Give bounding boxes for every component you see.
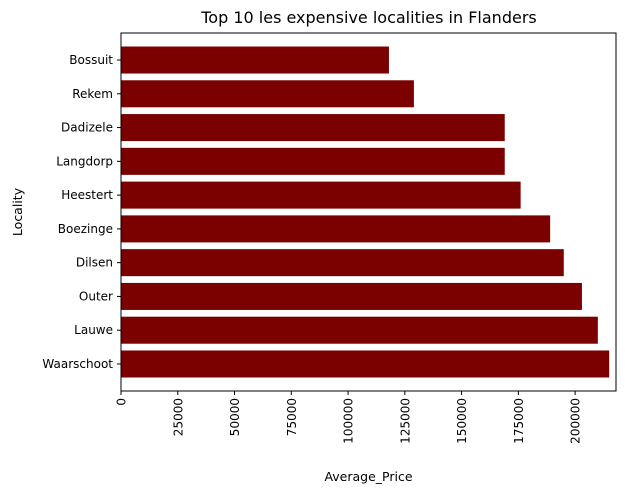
bar-outer bbox=[121, 282, 582, 310]
bars-group bbox=[121, 46, 610, 378]
y-tick-label: Dadizele bbox=[61, 121, 113, 135]
bar-waarschoot bbox=[121, 350, 610, 378]
y-tick-label: Langdorp bbox=[56, 154, 113, 168]
x-tick-label: 125000 bbox=[398, 398, 412, 444]
bar-lauwe bbox=[121, 316, 598, 344]
x-tick-label: 100000 bbox=[342, 398, 356, 444]
y-tick-label: Outer bbox=[79, 289, 113, 303]
plot-frame bbox=[120, 32, 617, 392]
x-tick-label: 0 bbox=[115, 398, 129, 406]
x-tick-label: 200000 bbox=[569, 398, 583, 444]
y-tick-label: Lauwe bbox=[74, 323, 113, 337]
y-axis-label: Locality bbox=[10, 187, 25, 236]
y-tick-label: Waarschoot bbox=[42, 357, 113, 371]
x-tick-label: 50000 bbox=[228, 398, 242, 436]
y-tick-label: Dilsen bbox=[76, 256, 113, 270]
bar-langdorp bbox=[121, 147, 505, 175]
bar-dilsen bbox=[121, 249, 564, 277]
bar-rekem bbox=[121, 80, 414, 108]
y-axis-ticks: Waarschoot Lauwe Outer Dilsen Boezinge Heeste… bbox=[42, 53, 121, 371]
y-tick-label: Bossuit bbox=[69, 53, 113, 67]
chart-title: Top 10 les expensive localities in Fland… bbox=[200, 8, 536, 27]
y-tick-label: Boezinge bbox=[58, 222, 113, 236]
x-axis-label: Average_Price bbox=[324, 469, 412, 484]
bar-boezinge bbox=[121, 215, 551, 243]
bar-dadizele bbox=[121, 114, 505, 142]
x-axis-ticks: 0 25000 50000 75000 100000 125000 150000 175000… bbox=[115, 391, 583, 444]
bar-bossuit bbox=[121, 46, 389, 74]
bar-heestert bbox=[121, 181, 521, 209]
x-tick-label: 150000 bbox=[455, 398, 469, 444]
x-tick-label: 25000 bbox=[171, 398, 185, 436]
x-tick-label: 175000 bbox=[512, 398, 526, 444]
y-tick-label: Heestert bbox=[61, 188, 113, 202]
x-tick-label: 75000 bbox=[285, 398, 299, 436]
y-tick-label: Rekem bbox=[72, 87, 113, 101]
